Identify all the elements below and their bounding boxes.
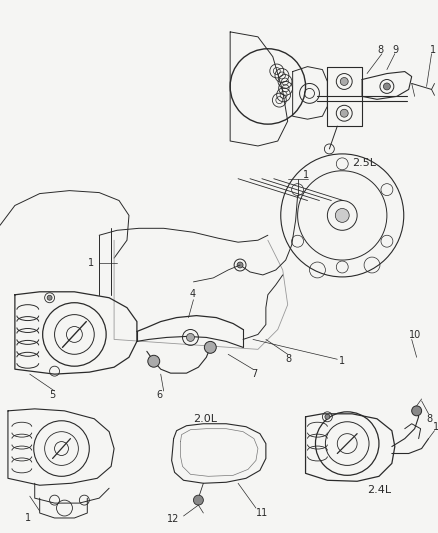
Text: 7: 7 xyxy=(251,369,257,379)
Circle shape xyxy=(325,414,330,419)
Circle shape xyxy=(340,109,348,117)
Text: 6: 6 xyxy=(157,390,163,400)
Text: 9: 9 xyxy=(393,45,399,55)
Text: 12: 12 xyxy=(167,514,180,524)
Circle shape xyxy=(412,406,422,416)
Text: 1: 1 xyxy=(433,422,438,432)
Circle shape xyxy=(187,334,194,342)
Text: 1: 1 xyxy=(430,45,436,55)
Text: 10: 10 xyxy=(409,330,421,341)
Text: 2.5L: 2.5L xyxy=(352,158,376,168)
Circle shape xyxy=(383,83,390,90)
Text: 11: 11 xyxy=(256,508,268,518)
Text: 2.4L: 2.4L xyxy=(367,485,391,495)
Text: 2.0L: 2.0L xyxy=(194,414,217,424)
Text: 8: 8 xyxy=(427,414,433,424)
Circle shape xyxy=(194,495,203,505)
Text: 8: 8 xyxy=(286,354,292,364)
Text: 1: 1 xyxy=(88,258,94,268)
Circle shape xyxy=(148,356,160,367)
Text: 4: 4 xyxy=(190,289,196,299)
Circle shape xyxy=(336,208,349,222)
Text: 1: 1 xyxy=(339,356,346,366)
Circle shape xyxy=(340,77,348,85)
Circle shape xyxy=(205,342,216,353)
Text: 5: 5 xyxy=(49,390,56,400)
Text: 1: 1 xyxy=(303,169,309,180)
Text: 8: 8 xyxy=(377,45,383,55)
Circle shape xyxy=(237,262,243,268)
Circle shape xyxy=(47,295,52,300)
Text: 1: 1 xyxy=(25,513,31,523)
